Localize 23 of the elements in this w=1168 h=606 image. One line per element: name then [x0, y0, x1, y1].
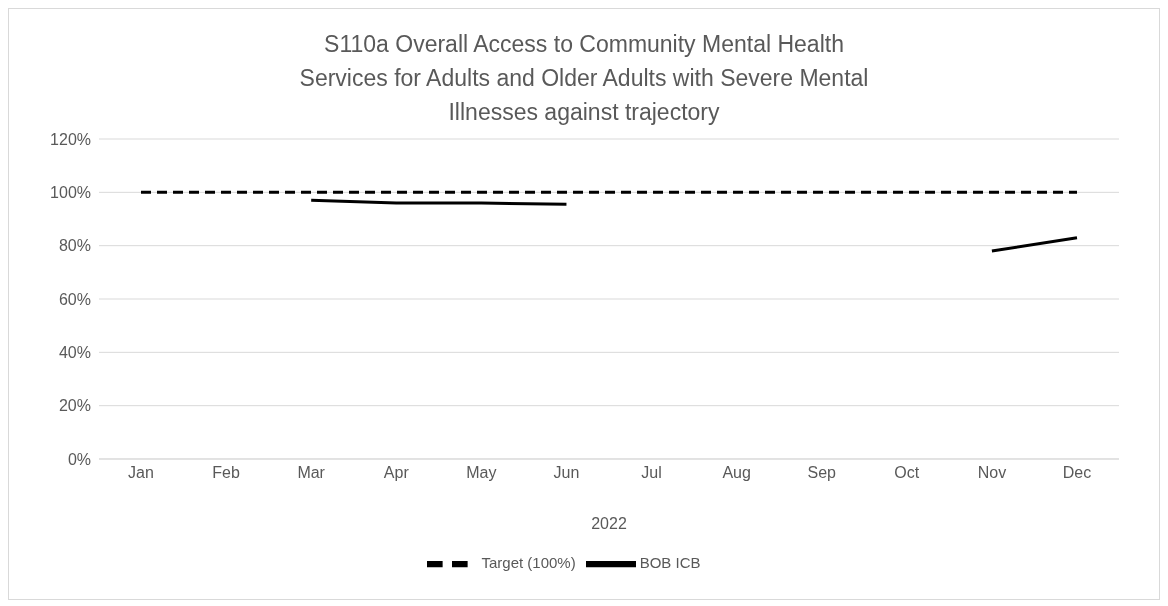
- legend-label: Target (100%): [481, 553, 576, 571]
- y-tick-label: 60%: [58, 290, 91, 308]
- y-tick-label: 100%: [50, 184, 91, 202]
- y-tick-label: 120%: [50, 130, 91, 148]
- y-tick-label: 0%: [67, 450, 91, 468]
- x-tick-label: Nov: [977, 464, 1007, 482]
- y-tick-label: 40%: [58, 344, 91, 362]
- y-tick-label: 80%: [58, 237, 91, 255]
- x-tick-label: May: [466, 464, 497, 482]
- x-tick-label: Feb: [212, 464, 240, 482]
- x-tick-label: Dec: [1062, 464, 1092, 482]
- x-tick-label: Mar: [297, 464, 326, 482]
- x-tick-label: Jun: [553, 464, 580, 482]
- x-tick-label: Apr: [383, 464, 410, 482]
- y-tick-label: 20%: [58, 397, 91, 415]
- x-tick-label: Oct: [894, 464, 920, 482]
- x-tick-label: Sep: [807, 464, 837, 482]
- x-tick-label: Aug: [722, 464, 751, 482]
- legend-label: BOB ICB: [639, 553, 701, 571]
- x-tick-label: Jul: [641, 464, 662, 482]
- x-tick-label: Jan: [128, 464, 154, 482]
- chart-title: S110a Overall Access to Community Mental Health Services for Adults and Older Adults with Severe Mental Illnesses against trajectory: [298, 30, 870, 127]
- x-axis-title: 2022: [591, 515, 627, 532]
